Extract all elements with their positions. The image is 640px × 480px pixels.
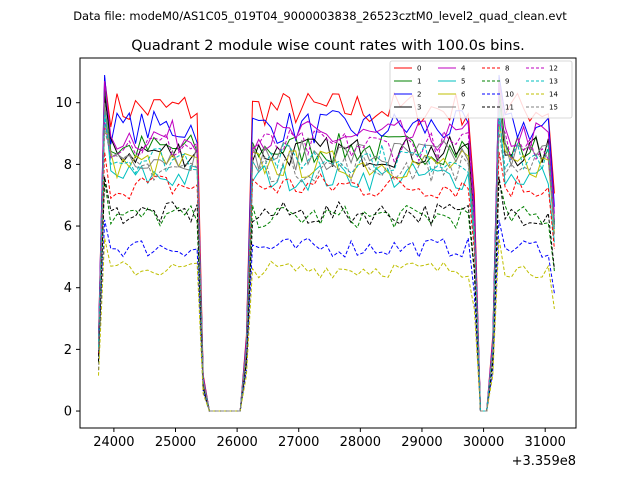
series-line-8 — [98, 151, 555, 412]
legend-label-1: 1 — [417, 78, 421, 86]
legend-label-11: 11 — [505, 104, 514, 112]
y-tick-label: 4 — [64, 281, 72, 296]
y-tick-label: 10 — [55, 96, 72, 111]
x-tick-label: 26000 — [216, 435, 257, 450]
legend-label-6: 6 — [461, 91, 466, 99]
x-tick-label: 24000 — [93, 435, 134, 450]
x-tick-label: 28000 — [340, 435, 381, 450]
data-file-caption: Data file: modeM0/AS1C05_019T04_90000038… — [73, 9, 567, 23]
x-tick-label: 30000 — [463, 435, 504, 450]
legend-label-5: 5 — [461, 78, 465, 86]
legend-label-8: 8 — [505, 65, 509, 73]
legend-label-9: 9 — [505, 78, 509, 86]
x-tick-label: 27000 — [278, 435, 319, 450]
legend-label-13: 13 — [549, 78, 558, 86]
y-tick-label: 2 — [64, 343, 72, 358]
legend-label-12: 12 — [549, 65, 558, 73]
legend-box — [389, 60, 573, 119]
axes-frame — [79, 57, 577, 429]
legend-label-7: 7 — [461, 104, 465, 112]
x-offset-label: +3.359e8 — [512, 454, 576, 469]
series-line-15 — [98, 130, 555, 412]
series-layer — [98, 74, 555, 412]
x-tick-label: 29000 — [401, 435, 442, 450]
legend-label-2: 2 — [417, 91, 421, 99]
legend-label-3: 3 — [417, 104, 421, 112]
x-tick-label: 31000 — [525, 435, 566, 450]
y-tick-label: 0 — [64, 405, 72, 420]
x-tick-label: 25000 — [155, 435, 196, 450]
series-line-14 — [98, 238, 555, 412]
legend-label-4: 4 — [461, 65, 466, 73]
chart-title: Quadrant 2 module wise count rates with … — [131, 38, 525, 54]
ticks-layer: 24000 25000 26000 27000 28000 29000 30000 31000… — [55, 96, 565, 450]
legend-label-14: 14 — [549, 91, 558, 99]
legend-label-10: 10 — [505, 91, 514, 99]
legend-label-15: 15 — [549, 104, 558, 112]
y-tick-label: 8 — [64, 158, 72, 173]
y-tick-label: 6 — [64, 220, 72, 235]
series-line-13 — [98, 114, 555, 412]
legend-label-0: 0 — [417, 65, 421, 73]
